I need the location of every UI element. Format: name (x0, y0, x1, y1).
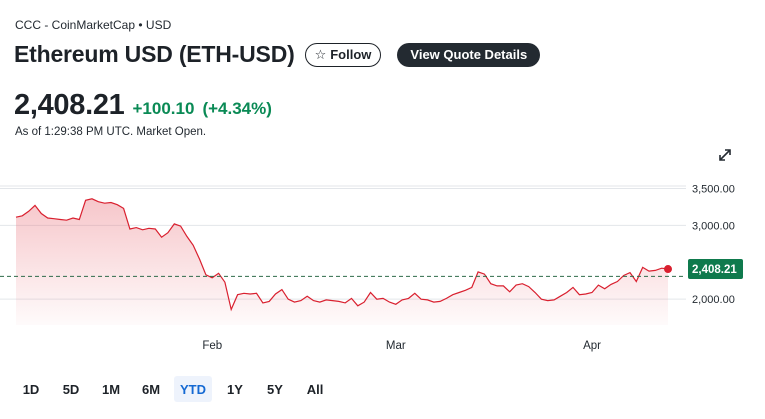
last-price-badge: 2,408.21 (688, 259, 743, 280)
last-price-dot (664, 265, 672, 274)
range-all-button[interactable]: All (306, 381, 324, 397)
follow-label: Follow (330, 47, 372, 62)
expand-arrows-icon[interactable] (716, 146, 734, 164)
view-quote-details-label: View Quote Details (410, 47, 528, 62)
x-tick-label: Feb (202, 340, 222, 352)
x-tick-label: Mar (386, 340, 406, 352)
price-line (15, 198, 669, 312)
title-row: Ethereum USD (ETH-USD) ☆ Follow View Quo… (14, 41, 541, 68)
current-price: 2,408.21 (14, 89, 125, 121)
range-5d-button[interactable]: 5D (62, 381, 80, 397)
view-quote-details-button[interactable]: View Quote Details (397, 42, 541, 67)
range-ytd-button[interactable]: YTD (174, 376, 212, 402)
range-6m-button[interactable]: 6M (141, 381, 161, 397)
x-tick-label: Apr (583, 340, 601, 352)
last-price-label: 2,408.21 (692, 264, 737, 276)
market-status: As of 1:29:38 PM UTC. Market Open. (15, 126, 207, 138)
range-5y-button[interactable]: 5Y (267, 381, 283, 397)
range-1d-button[interactable]: 1D (22, 381, 40, 397)
price-chart[interactable]: 2,408.21 2,000.00 3,000.00 3,500.00 Feb Mar… (0, 170, 765, 370)
range-1y-button[interactable]: 1Y (227, 381, 243, 397)
quote-source: CCC - CoinMarketCap • USD (15, 18, 172, 32)
follow-button[interactable]: ☆ Follow (304, 42, 382, 67)
price-change: +100.10 (132, 99, 195, 118)
price-row: 2,408.21 +100.10 (+4.34%) (14, 89, 272, 122)
star-outline-icon: ☆ (314, 46, 327, 62)
y-tick-label: 2,000.00 (692, 294, 735, 306)
range-selector: 1D 5D 1M 6M YTD 1Y 5Y All (14, 376, 338, 402)
y-tick-label: 3,500.00 (692, 183, 735, 195)
price-area-fill (16, 198, 668, 325)
y-axis: 2,000.00 3,000.00 3,500.00 (692, 183, 735, 306)
price-change-percent: (+4.34%) (202, 99, 272, 118)
page-title: Ethereum USD (ETH-USD) (14, 41, 295, 67)
x-axis: Feb Mar Apr (202, 340, 601, 352)
y-tick-label: 3,000.00 (692, 220, 735, 232)
range-1m-button[interactable]: 1M (101, 381, 121, 397)
